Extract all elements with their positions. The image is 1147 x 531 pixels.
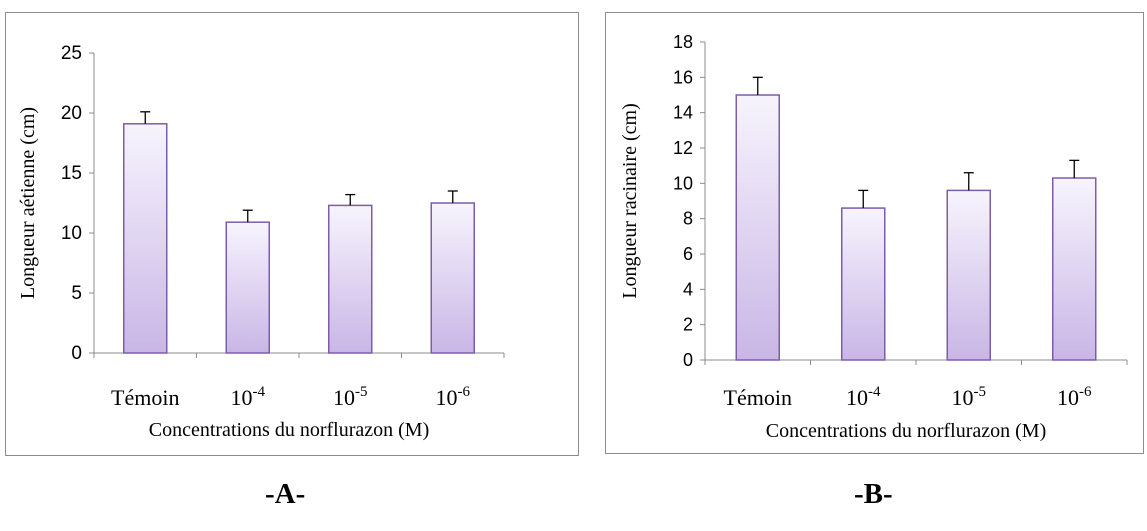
- y-tick-label: 16: [673, 67, 693, 87]
- bar-chart-b: 0 2 4 6 8 10 12 14 16 18 Témoin 10-4 10-5 10-6 Concent…: [619, 32, 1128, 442]
- bar: [735, 94, 780, 361]
- x-category-label: 10-4: [231, 384, 266, 410]
- bar: [1052, 177, 1097, 361]
- bar: [225, 221, 270, 354]
- x-category-label: 10-6: [436, 384, 471, 410]
- panel-label-a: -A-: [265, 478, 306, 510]
- chart-panel-b: 0 2 4 6 8 10 12 14 16 18 Témoin 10-4 10-5 10-6 Concent…: [605, 12, 1144, 454]
- x-category-label: 10-5: [952, 384, 987, 410]
- y-tick-label: 15: [61, 163, 82, 184]
- y-tick-label: 20: [61, 103, 82, 124]
- y-tick-label: 10: [673, 173, 693, 193]
- x-category-label: Témoin: [111, 385, 179, 410]
- y-axis-title: Longueur racinaire (cm): [619, 103, 641, 298]
- y-tick-label: 0: [683, 350, 693, 370]
- x-axis-title: Concentrations du norflurazon (M): [766, 420, 1046, 442]
- x-category-label: Témoin: [724, 385, 792, 410]
- y-tick-label: 18: [673, 32, 693, 52]
- panel-label-b: -B-: [854, 478, 893, 510]
- y-tick-label: 0: [71, 343, 82, 364]
- y-tick-label: 2: [683, 315, 693, 335]
- bar: [328, 204, 373, 354]
- x-axis-title: Concentrations du norflurazon (M): [149, 419, 429, 441]
- x-category-label: 10-4: [846, 384, 881, 410]
- x-category-label: 10-5: [333, 384, 368, 410]
- bar: [841, 207, 886, 361]
- bar: [430, 202, 475, 354]
- bar-chart-a: 0 5 10 15 20 25 Témoin 10-4 10-5 10-6 Concentratio…: [17, 43, 505, 441]
- y-tick-label: 8: [683, 209, 693, 229]
- x-category-label: 10-6: [1057, 384, 1092, 410]
- y-tick-label: 25: [61, 43, 82, 64]
- y-tick-label: 14: [673, 103, 693, 123]
- bar: [946, 189, 991, 361]
- y-tick-label: 6: [683, 244, 693, 264]
- y-tick-label: 10: [61, 223, 82, 244]
- y-tick-label: 12: [673, 138, 693, 158]
- y-tick-label: 4: [683, 279, 693, 299]
- bar: [123, 123, 168, 354]
- chart-panel-a: 0 5 10 15 20 25 Témoin 10-4 10-5 10-6 Concentratio…: [5, 12, 579, 456]
- y-tick-label: 5: [71, 283, 82, 304]
- y-axis-title: Longueur aétienne (cm): [17, 107, 39, 299]
